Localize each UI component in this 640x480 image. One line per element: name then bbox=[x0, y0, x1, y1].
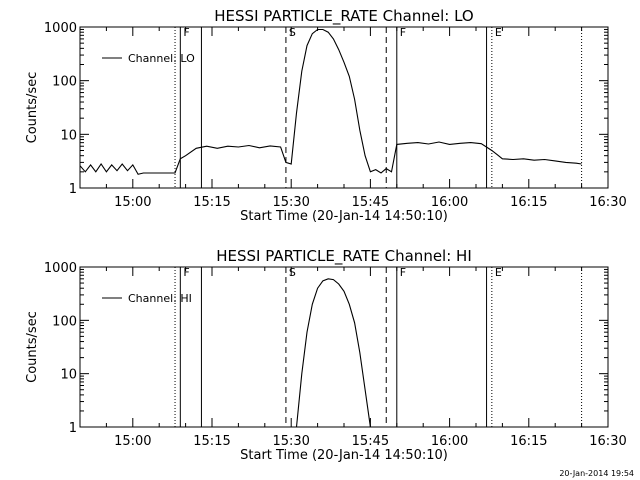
lo-x-tick-label: 15:30 bbox=[272, 195, 309, 210]
hi-x-tick-label: 16:00 bbox=[431, 434, 468, 449]
lo-marker-label: F bbox=[400, 26, 406, 39]
hi-x-tick-label: 15:00 bbox=[114, 434, 151, 449]
hi-y-axis-label: Counts/sec bbox=[25, 311, 40, 383]
hi-chart-title: HESSI PARTICLE_RATE Channel: HI bbox=[216, 247, 472, 266]
hi-y-tick-label: 100 bbox=[52, 314, 77, 329]
hi-legend-label: Channel: HI bbox=[128, 292, 192, 305]
lo-y-axis-label: Counts/sec bbox=[25, 72, 40, 144]
lo-legend-label: Channel: LO bbox=[128, 52, 195, 65]
lo-y-tick-label: 10 bbox=[60, 128, 77, 143]
lo-marker-label: F bbox=[183, 26, 189, 39]
hi-marker-label: E bbox=[495, 266, 502, 279]
lo-marker-label: S bbox=[289, 26, 296, 39]
hi-marker-label: F bbox=[400, 266, 406, 279]
lo-chart-title: HESSI PARTICLE_RATE Channel: LO bbox=[214, 7, 473, 26]
lo-x-tick-label: 16:15 bbox=[510, 195, 547, 210]
lo-marker-label: E bbox=[495, 26, 502, 39]
lo-y-tick-label: 1 bbox=[69, 182, 77, 197]
hi-x-tick-label: 15:15 bbox=[193, 434, 230, 449]
hi-marker-label: S bbox=[289, 266, 296, 279]
hi-x-tick-label: 15:45 bbox=[352, 434, 389, 449]
hi-marker-label: F bbox=[183, 266, 189, 279]
hi-x-tick-label: 16:30 bbox=[589, 434, 626, 449]
hi-x-tick-label: 15:30 bbox=[272, 434, 309, 449]
hi-y-tick-label: 1000 bbox=[44, 261, 77, 276]
hi-panel: HESSI PARTICLE_RATE Channel: HI 15:00 15:1… bbox=[25, 247, 627, 463]
lo-y-tick-label: 1000 bbox=[44, 21, 77, 36]
lo-x-axis-label: Start Time (20-Jan-14 14:50:10) bbox=[240, 209, 448, 224]
hi-y-tick-label: 10 bbox=[60, 368, 77, 383]
hi-y-tick-label: 1 bbox=[69, 421, 77, 436]
lo-y-tick-label: 100 bbox=[52, 75, 77, 90]
lo-x-tick-label: 16:00 bbox=[431, 195, 468, 210]
lo-x-tick-label: 15:45 bbox=[352, 195, 389, 210]
plot-timestamp: 20-Jan-2014 19:54 bbox=[559, 469, 634, 478]
lo-series-line bbox=[79, 28, 582, 175]
hi-series-line bbox=[295, 278, 371, 428]
lo-x-tick-label: 16:30 bbox=[589, 195, 626, 210]
lo-x-tick-label: 15:00 bbox=[114, 195, 151, 210]
hi-x-axis-label: Start Time (20-Jan-14 14:50:10) bbox=[240, 448, 448, 463]
lo-panel: HESSI PARTICLE_RATE Channel: LO 15:00 15:1… bbox=[25, 7, 627, 224]
lo-x-tick-label: 15:15 bbox=[193, 195, 230, 210]
hi-x-tick-label: 16:15 bbox=[510, 434, 547, 449]
